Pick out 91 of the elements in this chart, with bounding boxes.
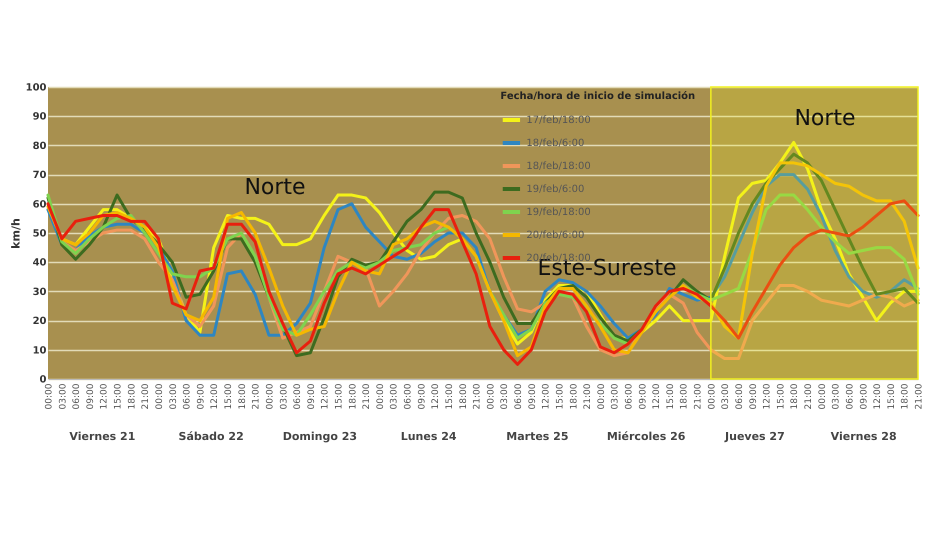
x-tick-label: 06:00 (514, 383, 524, 410)
x-tick-label: 18:00 (900, 383, 911, 410)
x-tick-label: 12:00 (873, 383, 884, 410)
x-tick-label: 18:00 (348, 383, 358, 410)
x-tick-label: 21:00 (914, 383, 924, 410)
legend-label: 18/feb/18:00 (526, 161, 591, 172)
x-tick-label: 15:00 (776, 383, 786, 410)
x-tick-label: 21:00 (252, 383, 262, 410)
x-tick-label: 21:00 (804, 383, 814, 410)
x-tick-label: 03:00 (58, 383, 68, 410)
x-tick-label: 03:00 (832, 383, 842, 410)
x-tick-label: 09:00 (417, 383, 428, 410)
legend-label: 19/feb/6:00 (526, 184, 584, 195)
x-tick-label: 12:00 (210, 383, 220, 410)
x-tick-label: 06:00 (624, 383, 634, 410)
text: Sábado 22 (178, 430, 244, 443)
x-tick-label: 06:00 (72, 383, 82, 410)
y-tick-label: 30 (32, 286, 47, 298)
y-tick-label: 0 (40, 374, 47, 386)
x-tick-label: 18:00 (238, 383, 248, 410)
y-tick-label: 70 (32, 170, 47, 182)
x-tick-label: 12:00 (100, 383, 110, 410)
x-tick-label: 09:00 (748, 383, 759, 410)
legend-label: 19/feb/18:00 (526, 207, 591, 218)
annotation: Norte (794, 106, 856, 131)
x-tick-label: 00:00 (486, 383, 496, 410)
y-tick-label: 50 (32, 228, 47, 240)
x-tick-label: 15:00 (555, 383, 566, 410)
y-tick-label: 60 (32, 199, 47, 210)
x-tick-label: 15:00 (666, 383, 676, 410)
x-tick-label: 18:00 (680, 383, 690, 410)
x-tick-label: 12:00 (652, 383, 662, 410)
x-tick-label: 09:00 (638, 383, 648, 410)
x-tick-label: 00:00 (818, 383, 828, 410)
x-tick-label: 12:00 (431, 383, 442, 410)
x-tick-label: 00:00 (596, 383, 607, 410)
legend-label: 17/feb/18:00 (526, 115, 591, 126)
y-tick-label: 80 (32, 140, 47, 152)
x-tick-label: 06:00 (404, 383, 414, 410)
x-tick-label: 21:00 (583, 383, 594, 410)
text: Martes 25 (506, 430, 568, 443)
x-tick-label: 06:00 (182, 383, 193, 410)
x-tick-label: 06:00 (293, 383, 304, 410)
x-tick-label: 15:00 (334, 383, 344, 410)
x-tick-label: 03:00 (500, 383, 510, 410)
y-tick-label: 20 (32, 316, 47, 328)
y-tick-label: 10 (32, 345, 47, 356)
text: Miércoles 26 (606, 430, 686, 443)
x-tick-label: 09:00 (86, 383, 96, 410)
x-tick-label: 03:00 (610, 383, 621, 410)
x-tick-label: 03:00 (390, 383, 400, 410)
y-tick-label: 40 (32, 258, 47, 269)
x-tick-label: 21:00 (472, 383, 483, 410)
x-tick-label: 21:00 (362, 383, 372, 410)
x-tick-label: 09:00 (528, 383, 538, 410)
x-tick-label: 21:00 (694, 383, 704, 410)
x-tick-label: 06:00 (734, 383, 745, 410)
text: Domingo 23 (282, 430, 358, 443)
x-tick-label: 15:00 (886, 383, 897, 410)
x-tick-label: 15:00 (114, 383, 124, 410)
text: Lunes 24 (400, 430, 457, 443)
x-tick-label: 21:00 (141, 383, 152, 410)
x-tick-label: 09:00 (196, 383, 206, 410)
x-tick-label: 12:00 (542, 383, 552, 410)
annotation: Norte (244, 175, 306, 200)
text: Viernes 21 (69, 430, 136, 443)
x-tick-label: 09:00 (306, 383, 317, 410)
x-tick-label: 00:00 (154, 383, 165, 410)
x-tick-label: 00:00 (44, 383, 54, 410)
y-tick-label: 90 (32, 112, 47, 123)
x-tick-label: 18:00 (569, 383, 580, 410)
x-tick-label: 00:00 (376, 383, 386, 410)
x-tick-label: 18:00 (790, 383, 800, 410)
x-tick-label: 03:00 (168, 383, 179, 410)
x-tick-label: 09:00 (859, 383, 870, 410)
x-tick-label: 12:00 (320, 383, 331, 410)
x-tick-label: 03:00 (721, 383, 732, 410)
legend-title: Fecha/hora de inicio de simulación (500, 91, 696, 102)
x-tick-label: 18:00 (458, 383, 469, 410)
y-tick-label: 100 (26, 82, 47, 94)
y-axis-title: km/h (10, 218, 23, 249)
x-tick-label: 06:00 (845, 383, 856, 410)
text: Jueves 27 (724, 430, 785, 443)
x-tick-label: 15:00 (224, 383, 234, 410)
x-tick-label: 00:00 (707, 383, 718, 410)
x-tick-label: 00:00 (265, 383, 276, 410)
x-tick-label: 12:00 (762, 383, 773, 410)
x-tick-label: 03:00 (279, 383, 290, 410)
x-tick-label: 18:00 (127, 383, 138, 410)
text: Viernes 28 (830, 430, 897, 443)
x-tick-label: 15:00 (444, 383, 455, 410)
